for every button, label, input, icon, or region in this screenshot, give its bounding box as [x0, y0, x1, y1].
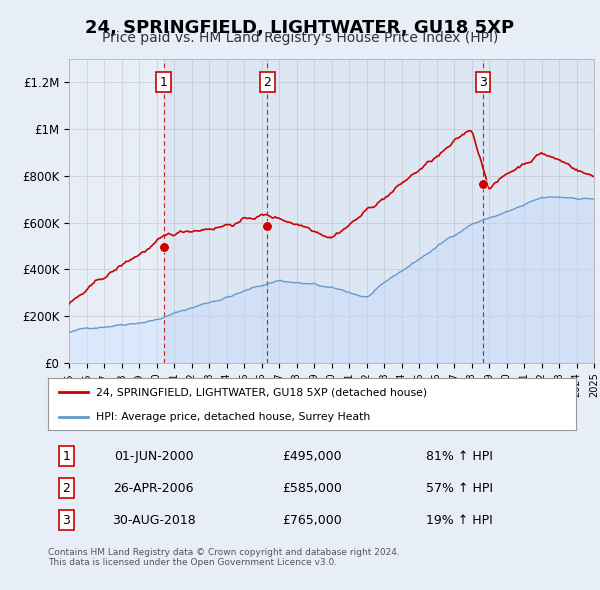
- Text: HPI: Average price, detached house, Surrey Heath: HPI: Average price, detached house, Surr…: [95, 412, 370, 421]
- Text: 24, SPRINGFIELD, LIGHTWATER, GU18 5XP: 24, SPRINGFIELD, LIGHTWATER, GU18 5XP: [85, 19, 515, 37]
- Text: 3: 3: [62, 514, 70, 527]
- Bar: [164, 59, 267, 363]
- Text: 24, SPRINGFIELD, LIGHTWATER, GU18 5XP (detached house): 24, SPRINGFIELD, LIGHTWATER, GU18 5XP (d…: [95, 387, 427, 397]
- Text: 3: 3: [479, 76, 487, 89]
- Bar: [267, 59, 483, 363]
- Text: 2: 2: [263, 76, 271, 89]
- Text: 1: 1: [160, 76, 168, 89]
- Text: Price paid vs. HM Land Registry's House Price Index (HPI): Price paid vs. HM Land Registry's House …: [102, 31, 498, 45]
- Text: 2: 2: [62, 481, 70, 494]
- Text: 30-AUG-2018: 30-AUG-2018: [112, 514, 196, 527]
- Text: 26-APR-2006: 26-APR-2006: [113, 481, 194, 494]
- Text: 01-JUN-2000: 01-JUN-2000: [114, 450, 193, 463]
- Text: £765,000: £765,000: [282, 514, 342, 527]
- Text: 19% ↑ HPI: 19% ↑ HPI: [427, 514, 493, 527]
- Text: 1: 1: [62, 450, 70, 463]
- Bar: [483, 59, 594, 363]
- Text: £495,000: £495,000: [282, 450, 342, 463]
- Text: 57% ↑ HPI: 57% ↑ HPI: [427, 481, 493, 494]
- Text: £585,000: £585,000: [282, 481, 342, 494]
- Text: 81% ↑ HPI: 81% ↑ HPI: [427, 450, 493, 463]
- Text: Contains HM Land Registry data © Crown copyright and database right 2024.
This d: Contains HM Land Registry data © Crown c…: [48, 548, 400, 567]
